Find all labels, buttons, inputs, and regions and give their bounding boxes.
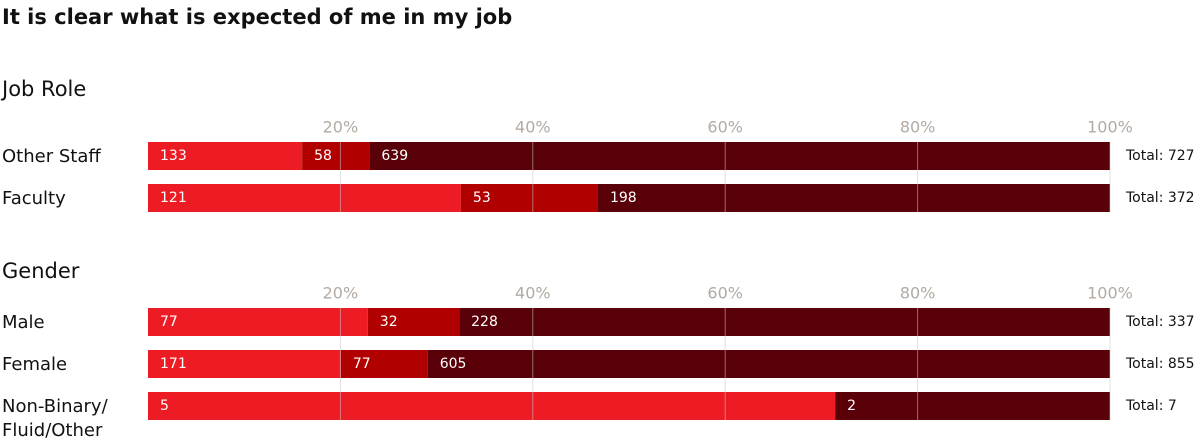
- bar-segment: [369, 142, 1110, 170]
- x-tick-label: 20%: [323, 284, 359, 303]
- value-label: 77: [160, 314, 178, 330]
- chart-title: It is clear what is expected of me in my…: [2, 5, 512, 29]
- x-tick-label: 60%: [707, 118, 743, 137]
- value-label: 5: [160, 398, 169, 414]
- x-tick-label: 80%: [900, 284, 936, 303]
- bar-segment: [460, 184, 598, 212]
- total-label: Total: 727: [1125, 148, 1195, 164]
- total-label: Total: 372: [1125, 190, 1195, 206]
- bar-segment: [340, 350, 428, 378]
- category-label: Faculty: [2, 188, 66, 209]
- category-label: Female: [2, 354, 68, 375]
- bar-segment: [835, 392, 1110, 420]
- value-label: 171: [160, 356, 187, 372]
- value-label: 133: [160, 148, 187, 164]
- bar-segment: [367, 308, 460, 336]
- x-tick-label: 100%: [1087, 284, 1133, 303]
- bar-segment: [427, 350, 1110, 378]
- total-label: Total: 337: [1125, 314, 1195, 330]
- bar-segment: [148, 392, 836, 420]
- panel-title: Gender: [2, 259, 80, 283]
- value-label: 228: [471, 314, 498, 330]
- x-tick-label: 40%: [515, 118, 551, 137]
- x-tick-label: 100%: [1087, 118, 1133, 137]
- category-label: Male: [2, 312, 45, 333]
- bar-segment: [597, 184, 1110, 212]
- panel-title: Job Role: [0, 77, 86, 101]
- x-tick-label: 20%: [323, 118, 359, 137]
- category-label: Other Staff: [2, 146, 101, 167]
- bar-segment: [148, 350, 341, 378]
- total-label: Total: 855: [1125, 356, 1195, 372]
- value-label: 605: [440, 356, 467, 372]
- value-label: 2: [847, 398, 856, 414]
- value-label: 53: [473, 190, 491, 206]
- value-label: 32: [380, 314, 398, 330]
- x-tick-label: 40%: [515, 284, 551, 303]
- x-tick-label: 80%: [900, 118, 936, 137]
- value-label: 77: [353, 356, 371, 372]
- bar-segment: [459, 308, 1110, 336]
- category-label: Non-Binary/ Fluid/Other: [2, 396, 108, 441]
- bar-segment: [148, 142, 303, 170]
- value-label: 198: [610, 190, 637, 206]
- bar-segment: [148, 308, 368, 336]
- value-label: 121: [160, 190, 187, 206]
- total-label: Total: 7: [1125, 398, 1177, 414]
- value-label: 58: [314, 148, 332, 164]
- bar-segment: [148, 184, 461, 212]
- value-label: 639: [381, 148, 408, 164]
- x-tick-label: 60%: [707, 284, 743, 303]
- bar-segment: [302, 142, 370, 170]
